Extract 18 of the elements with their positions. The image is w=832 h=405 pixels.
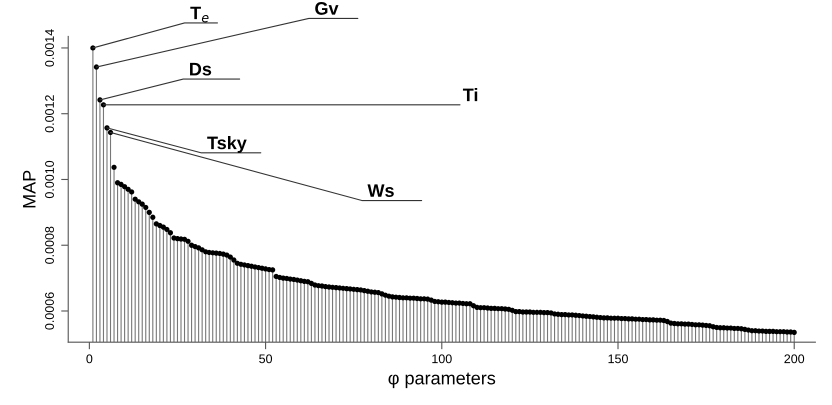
annotation: Ds: [190, 62, 212, 76]
annotation: Gv: [315, 2, 338, 15]
x-tick-label: 50: [259, 354, 272, 364]
annotation: Tsky: [207, 136, 247, 153]
x-tick-label: 100: [432, 354, 452, 364]
y-tick-label: 0.0010: [45, 160, 54, 198]
y-tick-label: 0.0008: [45, 226, 54, 264]
y-tick-label: 0.0014: [45, 29, 54, 67]
annotation: Ws: [367, 184, 394, 197]
x-tick-label: 200: [784, 354, 804, 364]
x-tick-label: 150: [608, 354, 628, 364]
x-tick-label: 0: [86, 354, 92, 364]
x-axis-title: φ parameters: [388, 372, 496, 388]
annotation: Ti: [462, 88, 478, 102]
y-tick-label: 0.0012: [45, 95, 54, 132]
y-tick-label: 0.0006: [45, 292, 54, 330]
y-axis-title: MAP: [23, 170, 36, 208]
annotation: T$_{e}$: [190, 6, 209, 22]
